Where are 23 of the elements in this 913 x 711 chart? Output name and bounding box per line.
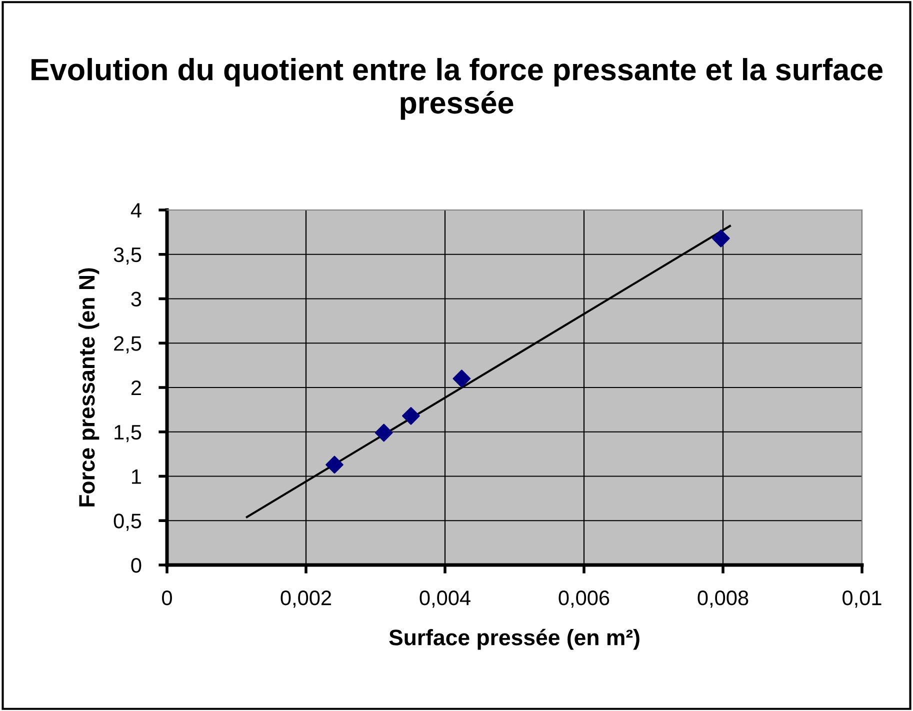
chart-title: Evolution du quotient entre la force pressante et la surface pressée [32, 58, 883, 120]
x-tick-label: 0,01 [842, 590, 882, 608]
y-axis-title: Force pressante (en N) [78, 268, 100, 506]
x-tick-label: 0 [162, 590, 172, 606]
x-tick-label: 0,002 [280, 590, 332, 608]
y-tick-label: 1,5 [114, 425, 142, 442]
y-tick-label: 3 [131, 292, 142, 307]
y-tick-label: 2,5 [114, 336, 142, 354]
y-tick-label: 3,5 [114, 247, 142, 265]
y-tick-label: 0 [131, 558, 142, 573]
point [374, 424, 393, 442]
y-tick-label: 1 [132, 469, 141, 484]
y-tick-label: 2 [131, 380, 141, 396]
y-tick-label: 4 [130, 203, 142, 218]
y-tick-label: 0,5 [114, 514, 142, 531]
x-axis-title: Surface pressée (en m²) [389, 628, 640, 650]
point [326, 456, 344, 474]
point [452, 370, 471, 388]
point [402, 406, 420, 425]
x-tick-label: 0,008 [698, 590, 748, 608]
point [712, 229, 730, 248]
x-tick-label: 0,004 [420, 590, 470, 608]
x-tick-label: 0,006 [558, 590, 610, 608]
